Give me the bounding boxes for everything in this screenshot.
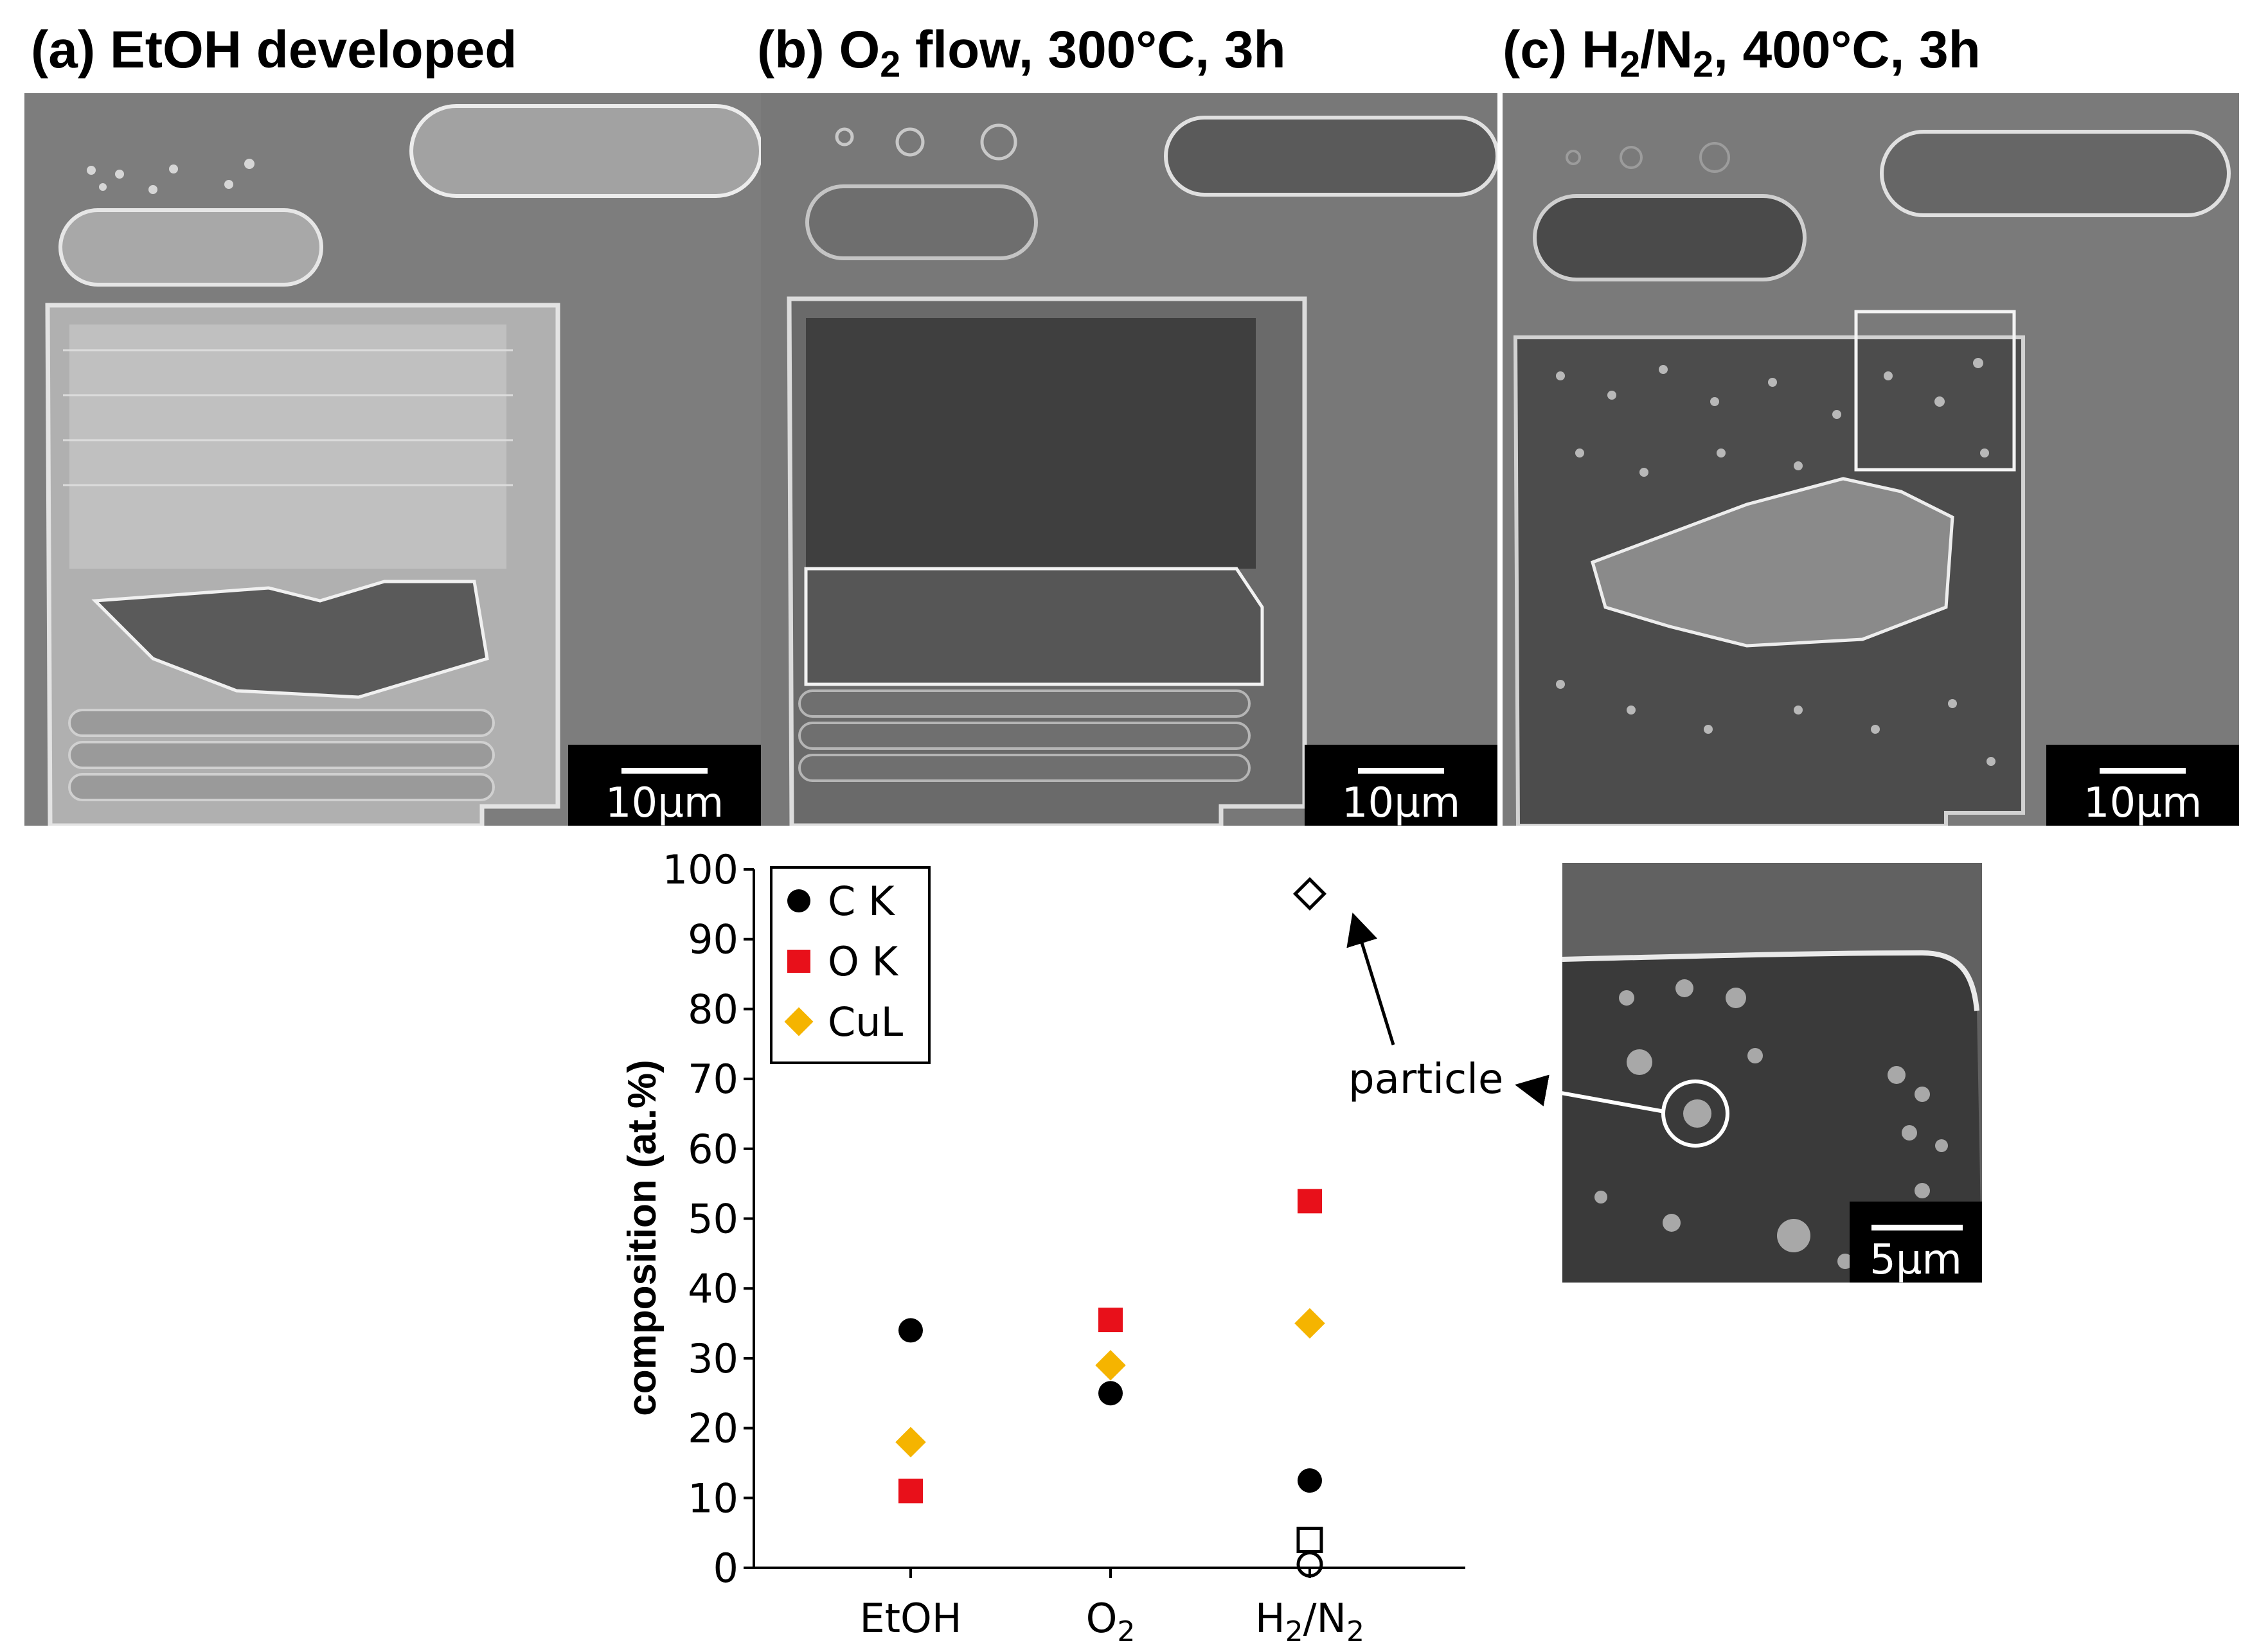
legend-label: C K — [828, 878, 895, 925]
panel-a-title: (a) EtOH developed — [31, 21, 517, 79]
legend-marker — [787, 889, 810, 912]
x-tick-label: EtOH — [860, 1595, 962, 1642]
panel-c-title: (c) H2/N2, 400°C, 3h — [1503, 21, 1981, 85]
composition-chart: 0 10 20 30 40 50 60 70 80 90 100 EtOH O2 H2/N2 C K O … — [620, 846, 1465, 1648]
scale-bar-a: 10μm — [568, 745, 761, 826]
point-cul — [1294, 1308, 1325, 1339]
legend-marker — [784, 1007, 814, 1036]
y-ticks: 0 10 20 30 40 50 60 70 80 90 100 — [663, 846, 754, 1592]
legend-marker — [787, 950, 810, 973]
scale-bar-c: 10μm — [2046, 745, 2239, 826]
inset-scale-bar: 5μm — [1850, 1202, 1982, 1283]
particle-point-circle — [1296, 1551, 1323, 1578]
particle-annotation: particle — [1348, 1056, 1504, 1103]
legend-label: O K — [828, 938, 899, 985]
panel-b-title: (b) O2 flow, 300°C, 3h — [757, 21, 1286, 85]
y-tick-label: 0 — [713, 1545, 738, 1592]
x-ticks: EtOH O2 H2/N2 — [860, 1568, 1364, 1648]
y-tick-label: 40 — [688, 1265, 738, 1312]
point-cul — [895, 1426, 926, 1458]
legend-label: CuL — [828, 999, 904, 1045]
y-tick-label: 60 — [688, 1126, 738, 1173]
x-tick-label: H2/N2 — [1255, 1595, 1364, 1648]
y-tick-label: 20 — [688, 1405, 738, 1452]
y-tick-label: 90 — [688, 916, 738, 963]
particle-point-diamond — [1292, 877, 1327, 911]
sem-image-b: 10μm — [761, 93, 1497, 826]
y-axis-label: composition (at.%) — [620, 1060, 665, 1416]
y-tick-label: 80 — [688, 986, 738, 1033]
point-o-k — [898, 1479, 923, 1504]
point-c-k — [1298, 1468, 1322, 1493]
y-tick-label: 30 — [688, 1335, 738, 1382]
point-cul — [1095, 1350, 1126, 1381]
point-o-k — [1098, 1308, 1123, 1333]
data-points — [895, 877, 1327, 1578]
sem-image-c: 10μm — [1503, 93, 2239, 826]
x-tick-label: O2 — [1086, 1595, 1136, 1648]
y-tick-label: 50 — [688, 1196, 738, 1243]
y-tick-label: 10 — [688, 1475, 738, 1522]
scale-bar-b: 10μm — [1305, 745, 1497, 826]
point-c-k — [1098, 1381, 1123, 1406]
legend: C K O K CuL — [770, 866, 931, 1064]
sem-image-a: 10μm — [24, 93, 761, 826]
y-tick-label: 100 — [663, 846, 738, 893]
y-tick-label: 70 — [688, 1056, 738, 1103]
point-o-k — [1298, 1189, 1322, 1214]
particle-point-square — [1296, 1527, 1323, 1554]
inset-image: 5μm — [1562, 863, 1982, 1283]
point-c-k — [898, 1318, 923, 1343]
